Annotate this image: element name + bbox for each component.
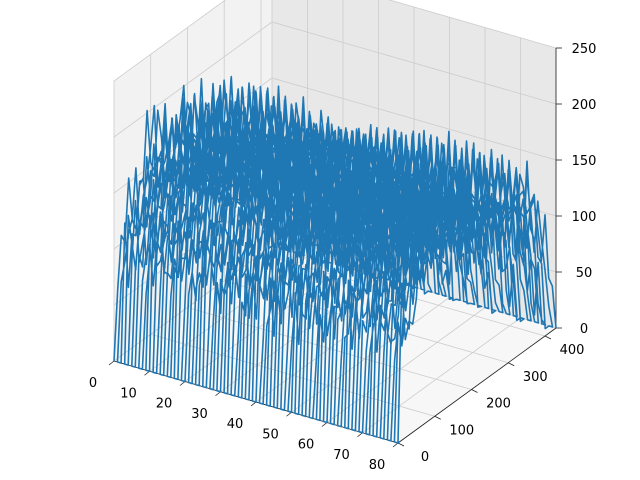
y-tick-label: 400 (560, 343, 585, 358)
y-tick-mark (544, 335, 552, 340)
grid-line-z (113, 21, 557, 138)
y-tick-label: 300 (523, 370, 548, 385)
series-group (113, 75, 557, 444)
x-tick-label: 30 (191, 407, 208, 422)
x-tick-mark (392, 442, 399, 448)
x-tick-mark (215, 391, 221, 397)
x-tick-label: 80 (369, 458, 386, 473)
x-tick-mark (250, 401, 257, 407)
series-line (113, 75, 557, 444)
grid-line-z (113, 0, 557, 82)
z-tick-label: 150 (572, 154, 597, 169)
x-tick-mark (357, 432, 363, 438)
x-tick-label: 20 (156, 397, 173, 412)
tick-marks (108, 47, 562, 448)
y-axis-line (397, 327, 557, 444)
y-tick-label: 200 (486, 397, 511, 412)
x-tick-label: 10 (120, 386, 137, 401)
x-tick-label: 40 (227, 417, 244, 432)
y-tick-mark (471, 389, 478, 393)
z-tick-label: 200 (572, 98, 597, 113)
x-tick-label: 70 (333, 448, 350, 463)
x-tick-label: 50 (262, 427, 279, 442)
y-tick-mark (508, 362, 515, 367)
y-tick-mark (397, 442, 405, 447)
x-tick-mark (321, 422, 328, 427)
z-tick-label: 250 (572, 42, 597, 57)
y-tick-label: 0 (421, 450, 429, 465)
x-tick-label: 0 (89, 376, 97, 391)
x-tick-mark (286, 411, 292, 417)
y-tick-label: 100 (449, 423, 474, 438)
x-tick-mark (144, 370, 150, 376)
x-tick-label: 60 (298, 438, 315, 453)
tick-labels: 0 10 20 30 40 50 60 70 80 0 100 200 300 400 0 50 100 150 2… (89, 42, 597, 473)
z-tick-label: 50 (576, 266, 593, 281)
x-tick-mark (108, 360, 115, 366)
z-tick-label: 0 (580, 322, 588, 337)
x-tick-mark (179, 381, 186, 386)
z-tick-label: 100 (572, 210, 597, 225)
y-tick-mark (434, 415, 441, 420)
